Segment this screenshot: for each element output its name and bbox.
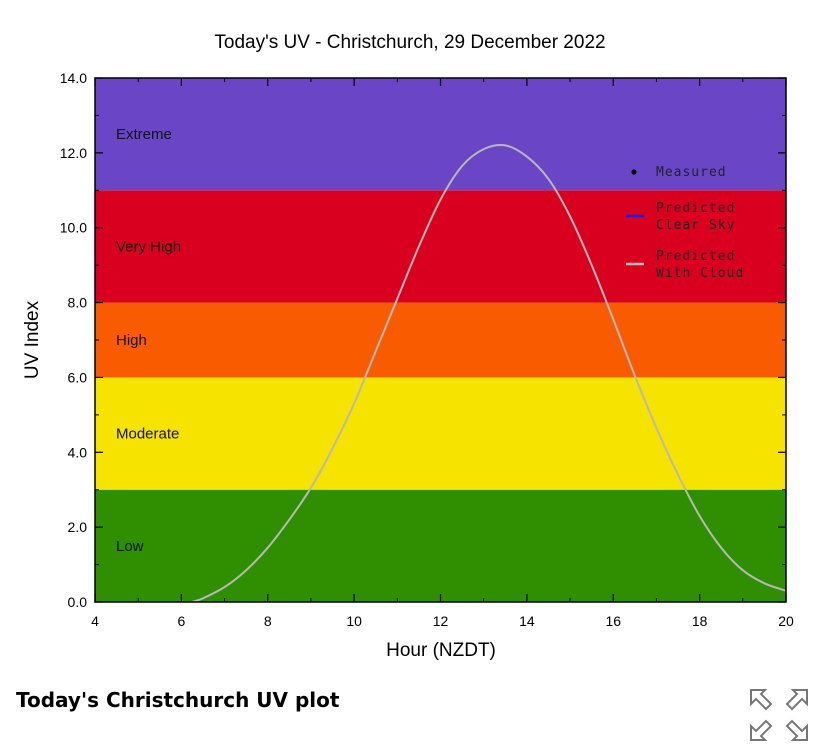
band-label-moderate: Moderate [116,426,179,443]
band-label-low: Low [116,538,144,555]
uv-band-labels: Low Moderate High Very High Extreme [116,126,181,555]
y-axis-label: UV Index [22,300,43,379]
x-tick-label: 14 [519,613,535,629]
legend-label-measured: Measured [656,165,727,180]
legend-label-line: Predicted [656,201,735,216]
band-high [95,302,786,378]
y-tick-label: 4.0 [68,444,88,460]
plot-caption: Today's Christchurch UV plot [16,688,340,712]
x-tick-label: 16 [605,613,621,629]
y-tick-label: 0.0 [68,594,88,610]
x-tick-label: 8 [264,613,272,629]
legend-label-predicted-with-cloud: Predicted With Cloud [656,249,744,281]
x-tick-label: 20 [778,613,794,629]
x-tick-label: 4 [91,613,99,629]
y-tick-label: 14.0 [60,70,87,86]
axes: 4 6 8 10 12 14 16 18 20 0.0 2.0 4.0 6.0 8.0 10.0 12.0 14… [60,70,794,629]
legend-label-line: With Cloud [656,266,744,281]
y-tick-label: 2.0 [68,519,88,535]
y-tick-label: 6.0 [68,369,88,385]
legend-label-line: Clear Sky [656,218,735,233]
y-tick-label: 10.0 [60,220,87,236]
expand-button[interactable] [748,686,810,744]
band-extreme [95,78,786,191]
uv-chart: Today's UV - Christchurch, 29 December 2… [22,32,794,661]
legend-marker-measured [631,169,637,175]
legend-label-predicted-clear-sky: Predicted Clear Sky [656,201,735,233]
y-tick-label: 12.0 [60,145,87,161]
band-low [95,489,786,602]
band-very-high [95,190,786,303]
x-tick-label: 6 [177,613,185,629]
band-label-extreme: Extreme [116,126,172,143]
legend-label-line: Predicted [656,249,735,264]
x-tick-label: 12 [433,613,449,629]
band-label-very-high: Very High [116,238,181,255]
uv-bands [95,78,786,602]
band-moderate [95,377,786,490]
expand-arrows-icon [750,689,808,741]
band-label-high: High [116,332,147,349]
legend: Measured Predicted Clear Sky Predicted With … [626,165,744,281]
x-axis-label: Hour (NZDT) [386,640,496,661]
x-tick-label: 10 [346,613,362,629]
series-layer [191,143,787,603]
uv-chart-svg: Today's UV - Christchurch, 29 December 2… [22,32,794,661]
x-tick-label: 18 [692,613,708,629]
y-tick-label: 8.0 [68,295,88,311]
series-line-predicted-with-cloud [191,143,787,603]
chart-title: Today's UV - Christchurch, 29 December 2… [214,32,605,53]
